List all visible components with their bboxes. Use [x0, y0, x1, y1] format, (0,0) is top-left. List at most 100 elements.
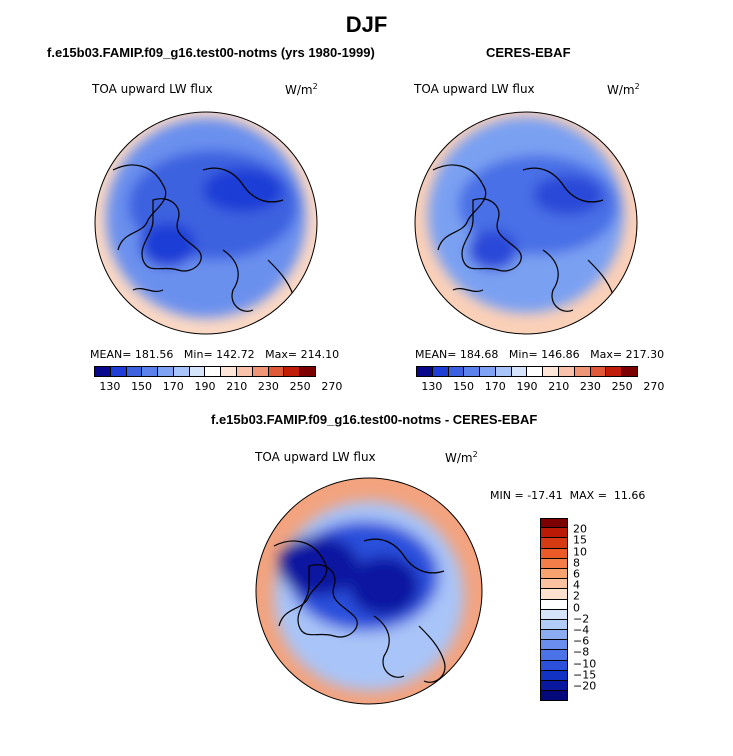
map-1-deep2 — [203, 168, 283, 212]
panel-2-colorbar-ticks: 130 150 170 190 210 230 250 270 — [416, 380, 664, 394]
colorbar-tick-label: 0 — [573, 601, 580, 615]
panel-3-units: W/m2 — [445, 450, 478, 465]
panel-1-colorbar — [94, 366, 316, 377]
colorbar-swatch — [540, 579, 568, 590]
colorbar-swatch — [221, 366, 238, 377]
colorbar-swatch — [448, 366, 465, 377]
colorbar-swatch — [416, 366, 433, 377]
colorbar-swatch — [300, 366, 316, 377]
panel-3-map — [255, 477, 483, 705]
colorbar-swatch — [540, 528, 568, 539]
colorbar-tick-label: 150 — [453, 380, 475, 393]
colorbar-swatch — [189, 366, 206, 377]
colorbar-swatch — [540, 599, 568, 610]
colorbar-swatch — [252, 366, 269, 377]
panel-2-title: CERES-EBAF — [486, 45, 571, 60]
colorbar-swatch — [540, 548, 568, 559]
colorbar-swatch — [540, 630, 568, 641]
colorbar-swatch — [540, 518, 568, 529]
colorbar-swatch — [432, 366, 449, 377]
colorbar-tick-label: 10 — [573, 545, 587, 559]
panel-1-title: f.e15b03.FAMIP.f09_g16.test00-notms (yrs… — [47, 45, 375, 60]
panel-3-title: f.e15b03.FAMIP.f09_g16.test00-notms - CE… — [211, 412, 538, 427]
colorbar-swatch — [237, 366, 253, 377]
colorbar-swatch — [543, 366, 560, 377]
colorbar-tick-label: 190 — [194, 380, 216, 393]
panel-1-units: W/m2 — [285, 82, 318, 97]
map-3-deep — [279, 536, 359, 596]
colorbar-tick-label: 170 — [484, 380, 506, 393]
colorbar-swatch — [126, 366, 143, 377]
colorbar-tick-label: −6 — [573, 634, 590, 648]
colorbar-swatch — [590, 366, 607, 377]
colorbar-tick-label: 15 — [573, 533, 587, 547]
colorbar-swatch — [540, 568, 568, 580]
colorbar-tick-label: −15 — [573, 668, 597, 682]
colorbar-swatch — [540, 650, 568, 661]
panel-2-variable: TOA upward LW flux — [414, 82, 535, 96]
panel-1-variable: TOA upward LW flux — [92, 82, 213, 96]
map-2-deep — [468, 230, 518, 270]
colorbar-swatch — [622, 366, 638, 377]
colorbar-swatch — [511, 366, 528, 377]
colorbar-swatch — [205, 366, 222, 377]
colorbar-tick-label: 250 — [611, 380, 633, 393]
panel-1-colorbar-ticks: 130 150 170 190 210 230 250 270 — [94, 380, 342, 394]
colorbar-swatch — [540, 640, 568, 651]
panel-2-map — [414, 111, 638, 335]
colorbar-tick-label: 2 — [573, 589, 580, 603]
colorbar-tick-label: −4 — [573, 623, 590, 637]
panel-2-units: W/m2 — [607, 82, 640, 97]
colorbar-tick-label: 210 — [548, 380, 570, 393]
colorbar-tick-label: 130 — [421, 380, 443, 393]
colorbar-tick-label: 130 — [99, 380, 121, 393]
colorbar-swatch — [284, 366, 301, 377]
colorbar-tick-label: 270 — [643, 380, 665, 393]
colorbar-swatch — [540, 619, 568, 631]
colorbar-tick-label: 230 — [579, 380, 601, 393]
map-3-deep2 — [349, 556, 419, 616]
panel-3-colorbar-ticks: 20 15 10 8 6 4 2 0 −2 −4 −6 −8 −10 −15 −20 — [573, 518, 613, 756]
colorbar-swatch — [559, 366, 575, 377]
colorbar-swatch — [142, 366, 159, 377]
colorbar-swatch — [540, 670, 568, 681]
colorbar-swatch — [540, 660, 568, 671]
colorbar-swatch — [480, 366, 496, 377]
panel-3-variable: TOA upward LW flux — [255, 450, 376, 464]
colorbar-tick-label: 20 — [573, 522, 587, 536]
panel-2-colorbar — [416, 366, 638, 377]
colorbar-swatch — [527, 366, 544, 377]
colorbar-swatch — [540, 558, 568, 569]
colorbar-swatch — [540, 609, 568, 620]
colorbar-swatch — [94, 366, 111, 377]
colorbar-swatch — [110, 366, 127, 377]
colorbar-swatch — [173, 366, 190, 377]
colorbar-tick-label: 170 — [162, 380, 184, 393]
panel-3-stats: MIN = -17.41 MAX = 11.66 — [490, 489, 646, 502]
colorbar-swatch — [540, 681, 568, 692]
panel-1-map — [94, 111, 318, 335]
colorbar-tick-label: 6 — [573, 567, 580, 581]
panel-3-colorbar — [540, 518, 568, 702]
colorbar-swatch — [540, 538, 568, 549]
colorbar-swatch — [574, 366, 591, 377]
colorbar-swatch — [540, 589, 568, 600]
colorbar-tick-label: 4 — [573, 578, 580, 592]
colorbar-tick-label: 150 — [131, 380, 153, 393]
panel-1-stats: MEAN= 181.56 Min= 142.72 Max= 214.10 — [90, 348, 340, 361]
colorbar-tick-label: −10 — [573, 657, 597, 671]
colorbar-tick-label: 210 — [226, 380, 248, 393]
colorbar-swatch — [540, 691, 568, 702]
colorbar-swatch — [606, 366, 623, 377]
colorbar-tick-label: 250 — [289, 380, 311, 393]
map-2-deep2 — [533, 175, 603, 215]
figure-title: DJF — [345, 12, 388, 37]
map-1-deep — [140, 223, 196, 267]
colorbar-tick-label: −2 — [573, 612, 590, 626]
colorbar-tick-label: 230 — [257, 380, 279, 393]
colorbar-swatch — [495, 366, 512, 377]
colorbar-swatch — [464, 366, 481, 377]
colorbar-tick-label: 8 — [573, 556, 580, 570]
panel-2-stats: MEAN= 184.68 Min= 146.86 Max= 217.30 — [415, 348, 665, 361]
colorbar-tick-label: −20 — [573, 679, 597, 693]
